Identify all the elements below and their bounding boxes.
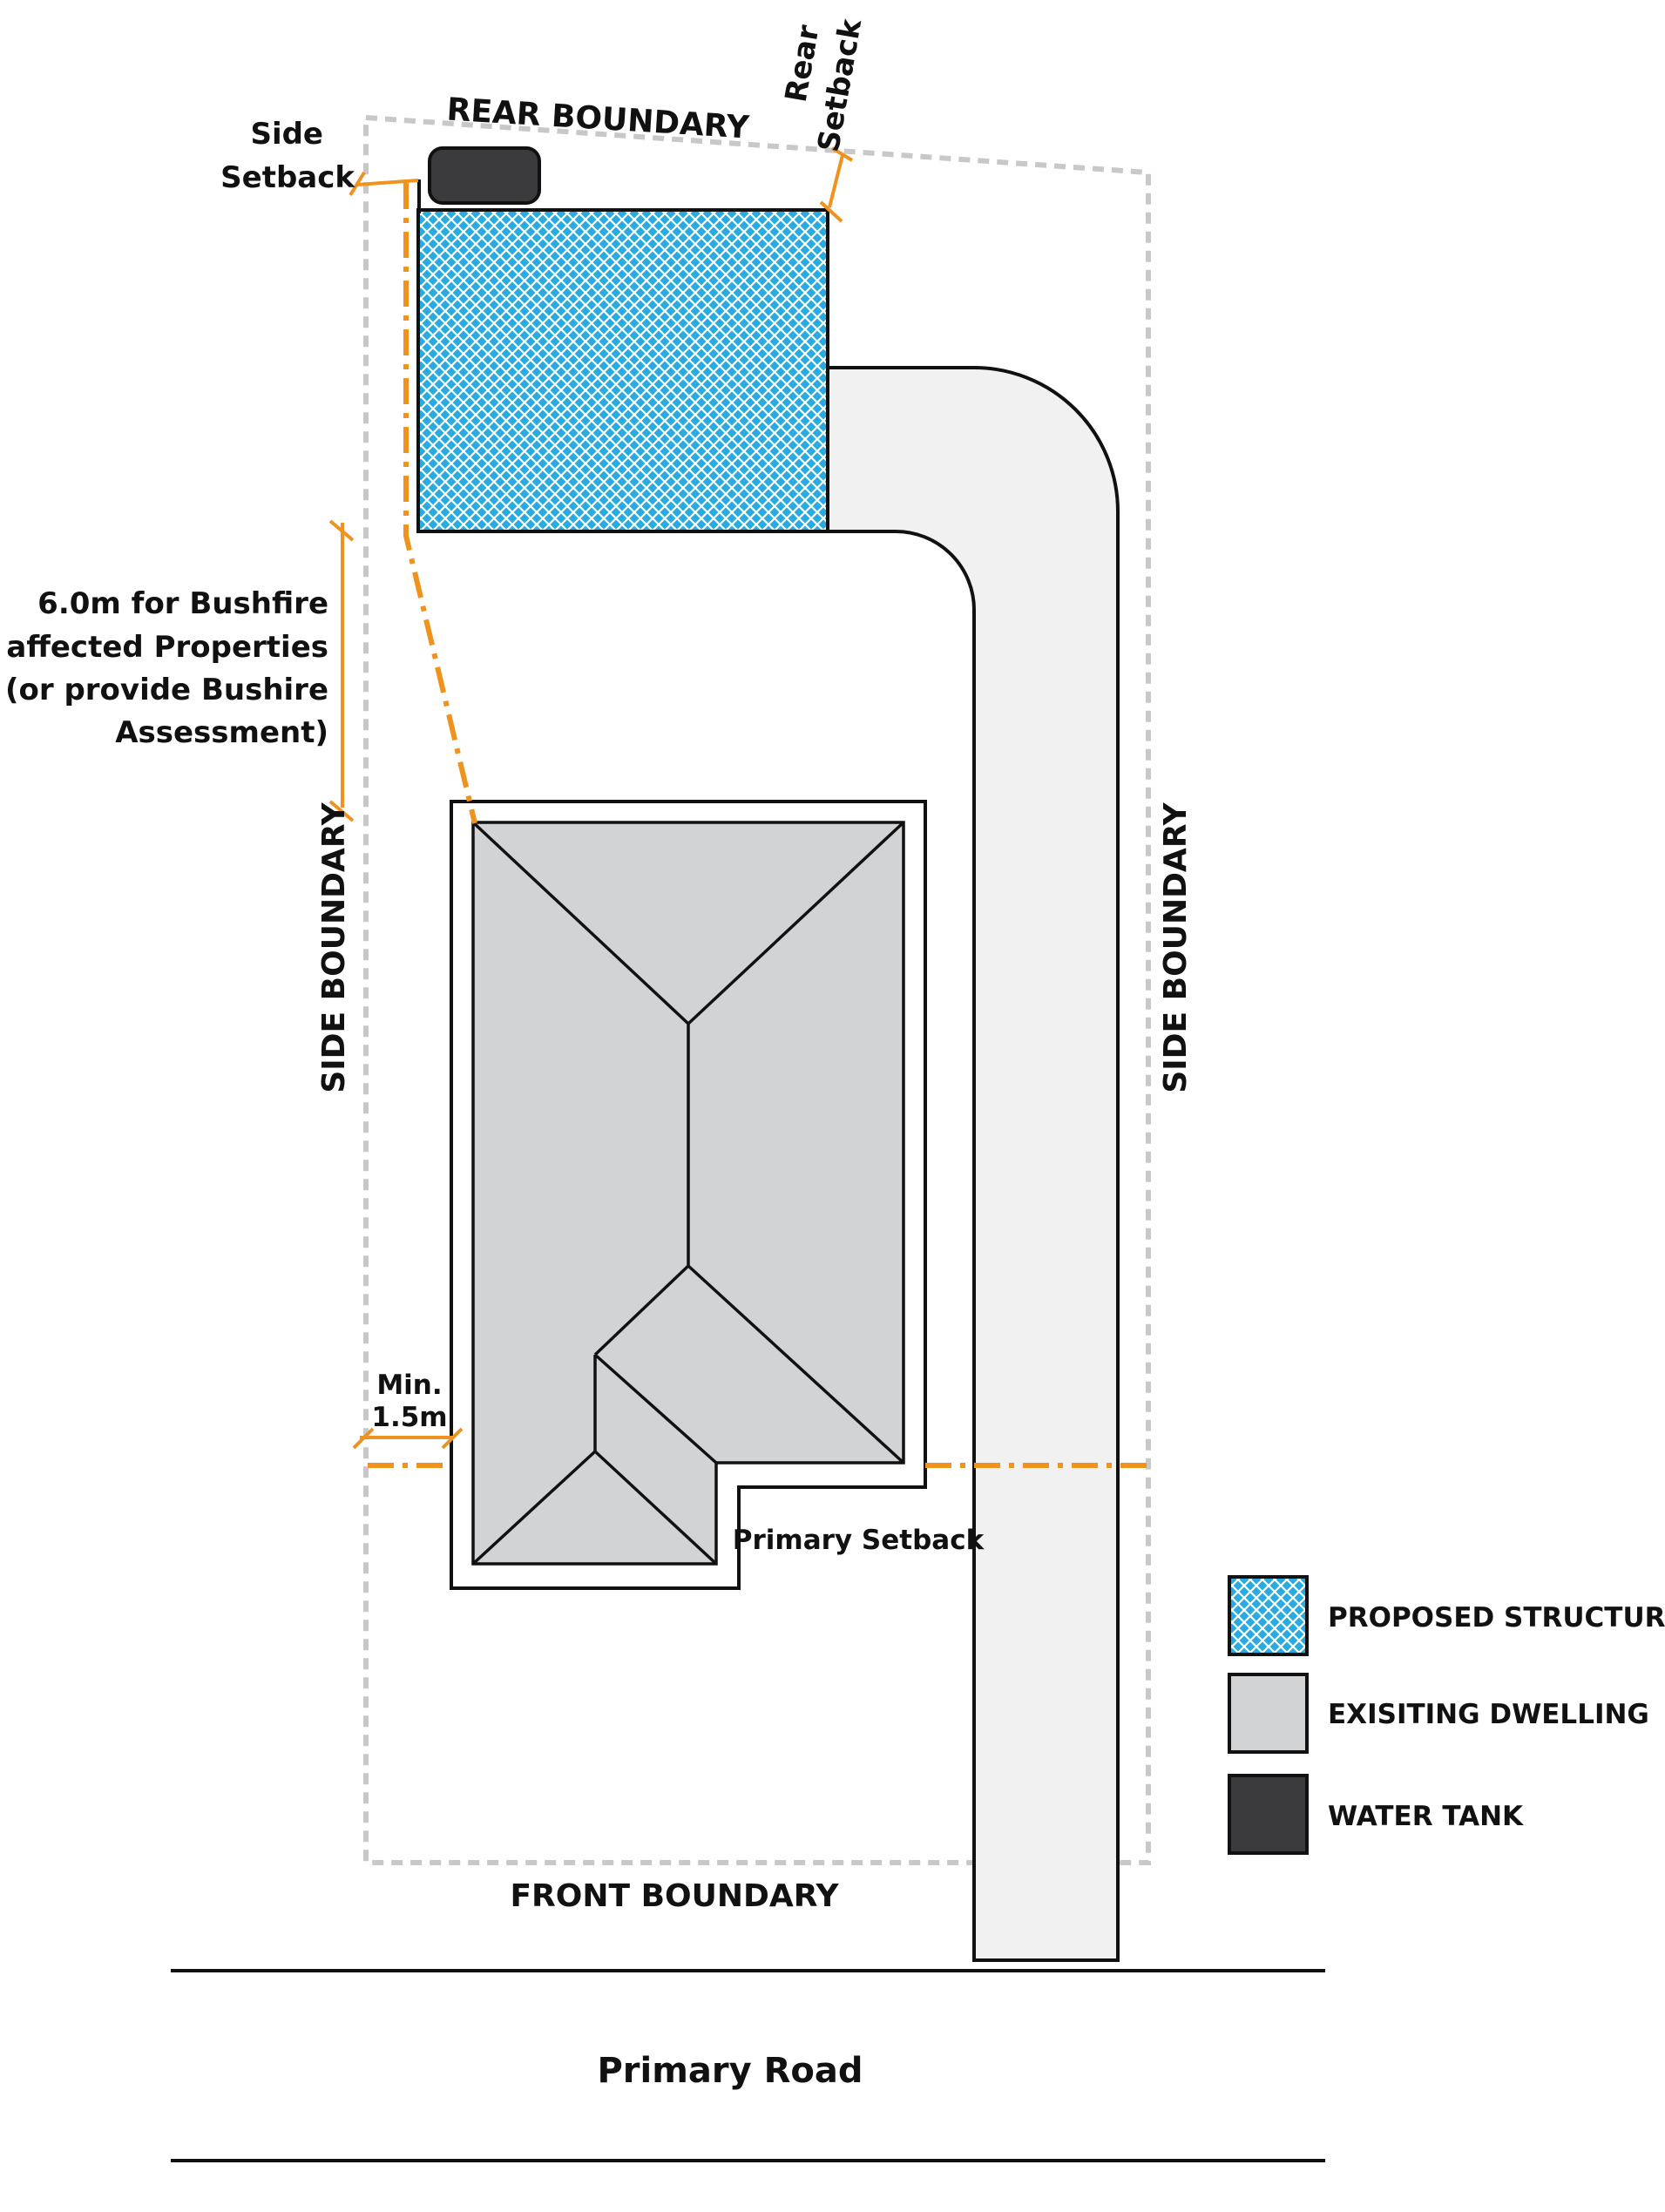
- side-setback-label-line1: Side: [250, 117, 323, 152]
- rear-boundary-label: REAR BOUNDARY: [446, 91, 751, 145]
- min-setback-label-line2: 1.5m: [371, 1402, 447, 1433]
- side-boundary-right-label: SIDE BOUNDARY: [1158, 802, 1194, 1092]
- legend-swatch-proposed: [1228, 1575, 1309, 1656]
- bushfire-note-line1: 6.0m for Bushfire: [37, 586, 328, 621]
- legend-swatch-existing: [1228, 1673, 1309, 1754]
- bushfire-dimension: [328, 519, 355, 822]
- proposed-structure: [416, 208, 829, 533]
- driveway: [826, 366, 1120, 1962]
- legend: PROPOSED STRUCTURE EXISITING DWELLING WA…: [1228, 1575, 1665, 1855]
- primary-setback-label: Primary Setback: [733, 1525, 985, 1556]
- bushfire-setback-line: [403, 183, 477, 824]
- primary-road-label: Primary Road: [597, 2051, 863, 2091]
- min-setback-label-line1: Min.: [376, 1370, 442, 1401]
- legend-label-existing: EXISITING DWELLING: [1328, 1699, 1649, 1730]
- min-setback-dimension: [352, 1427, 464, 1450]
- bushfire-note-line3: (or provide Bushire: [5, 673, 328, 707]
- bushfire-note-line2: affected Properties: [6, 630, 328, 665]
- rear-setback-dimension: [819, 146, 854, 223]
- side-setback-label-line2: Setback: [220, 160, 355, 195]
- legend-swatch-water-tank: [1228, 1774, 1309, 1855]
- side-setback-dimension: [349, 171, 419, 197]
- front-boundary-label: FRONT BOUNDARY: [510, 1878, 839, 1914]
- water-tank: [428, 146, 541, 205]
- property-boundary: [363, 114, 1151, 1865]
- bushfire-note-line4: Assessment): [115, 715, 328, 750]
- legend-label-proposed: PROPOSED STRUCTURE: [1328, 1602, 1665, 1634]
- side-boundary-left-label: SIDE BOUNDARY: [316, 802, 352, 1092]
- roof-ridge-lines: [471, 821, 905, 1566]
- rear-setback-label-line1: Rear: [779, 23, 827, 105]
- legend-label-water-tank: WATER TANK: [1328, 1801, 1524, 1832]
